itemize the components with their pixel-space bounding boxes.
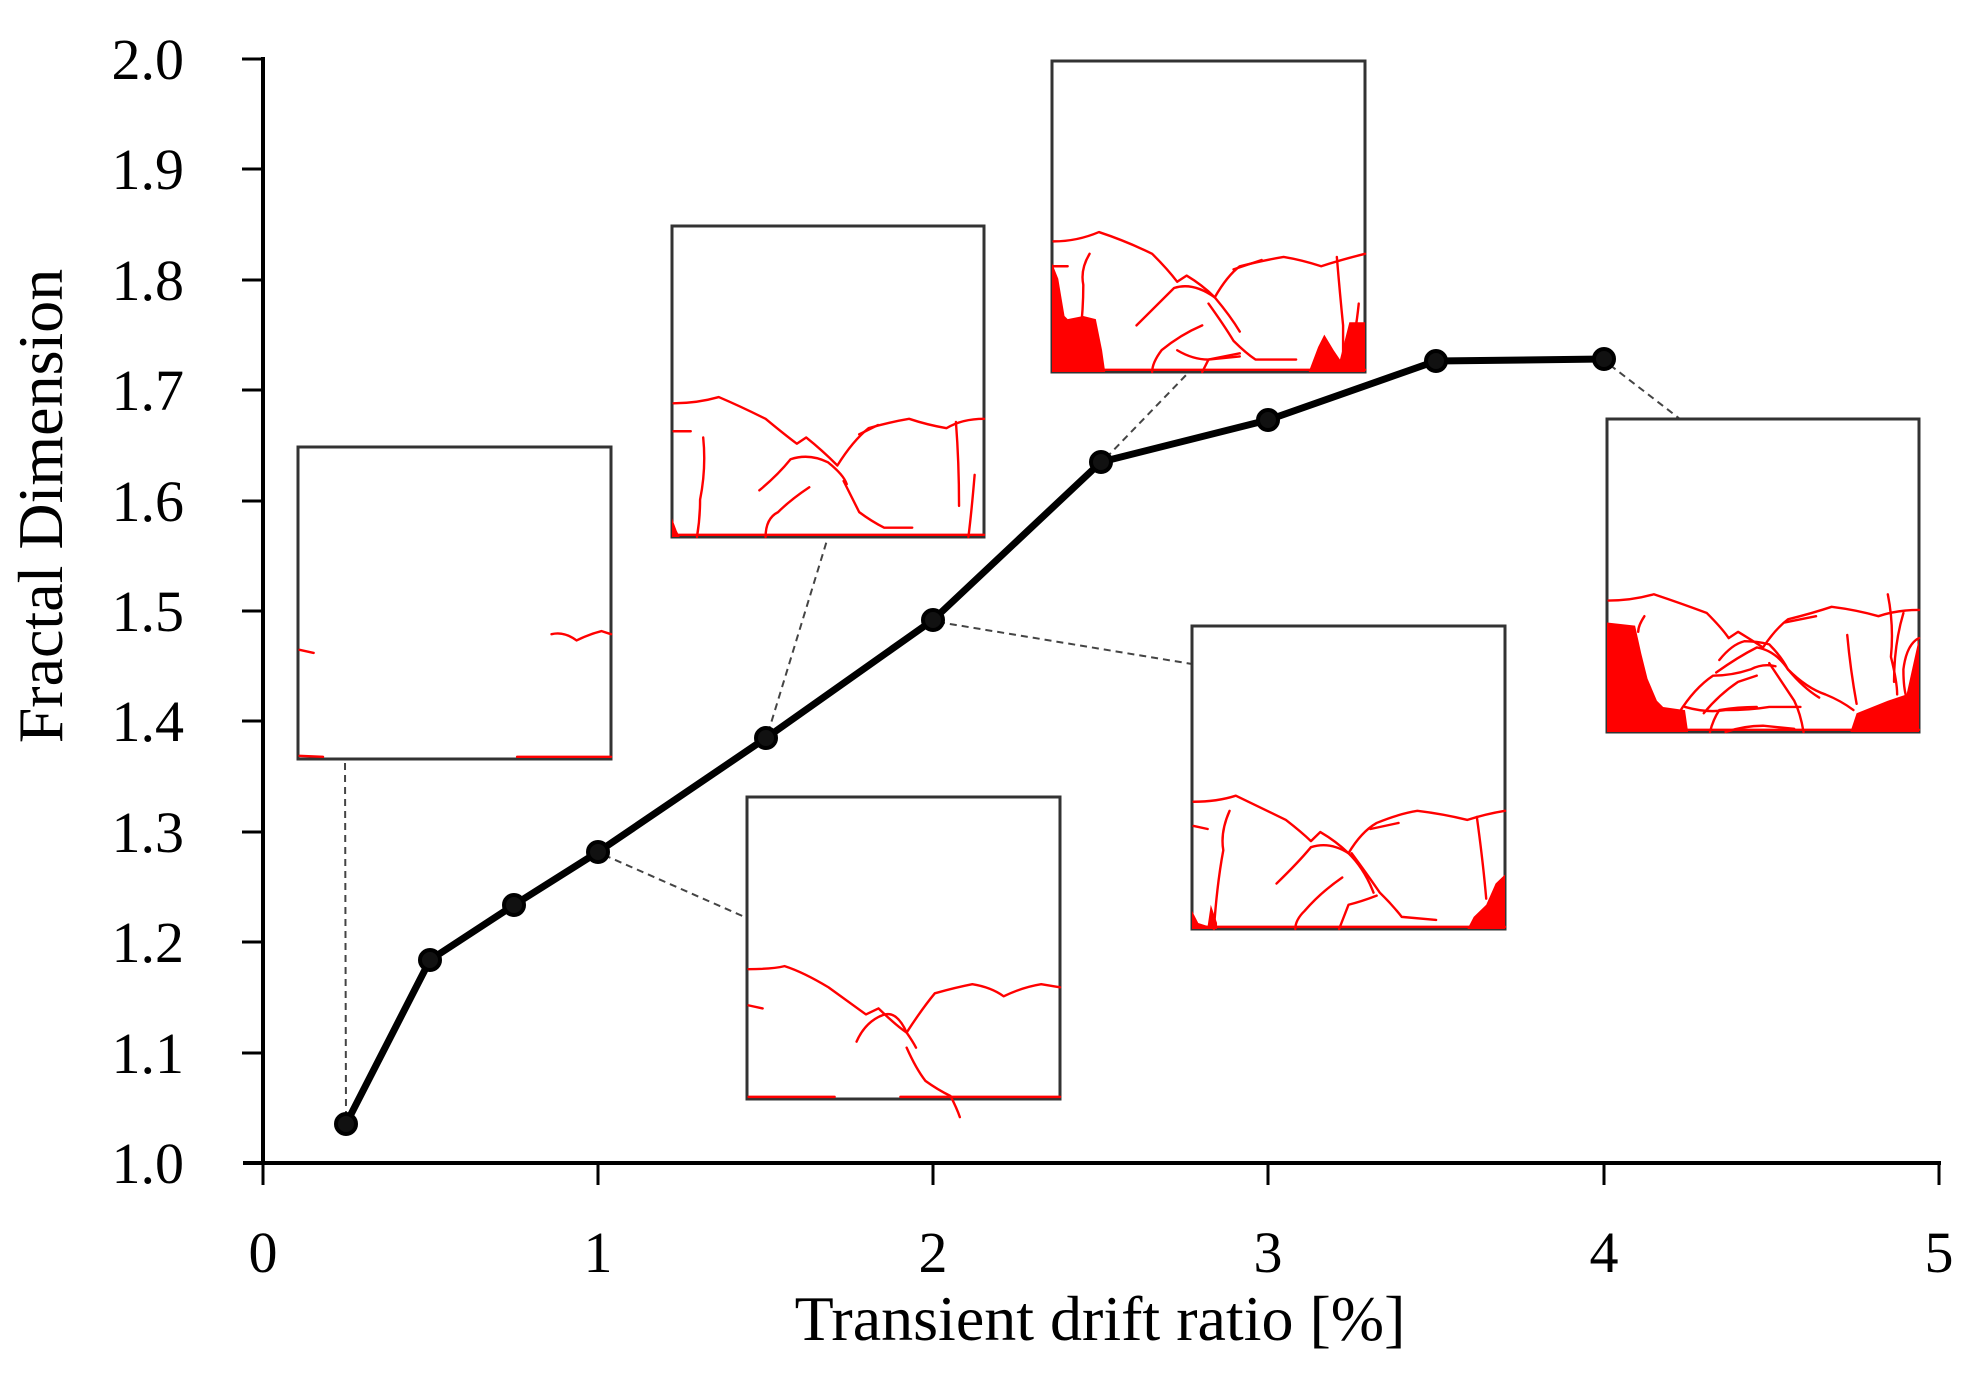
y-ticks: [242, 57, 263, 1055]
x-tick-label: 2: [919, 1220, 948, 1285]
data-point[interactable]: [1089, 450, 1113, 474]
inset-crack-map-2.5: [1052, 61, 1365, 372]
y-axis-title: Fractal Dimension: [5, 269, 76, 744]
y-tick-label: 1.3: [112, 800, 185, 865]
inset-crack-map-1.5: [672, 226, 984, 537]
x-tick-label: 5: [1925, 1220, 1954, 1285]
y-tick-label: 1.1: [112, 1021, 185, 1086]
leader-line-1.0: [603, 854, 748, 919]
y-tick-label: 1.8: [112, 248, 185, 313]
data-point[interactable]: [334, 1112, 358, 1136]
x-tick-label: 0: [249, 1220, 278, 1285]
inset-crack-map-2.0: [1192, 626, 1505, 929]
data-markers: [334, 347, 1616, 1136]
leader-line-4.0: [1609, 364, 1681, 420]
y-tick-label: 1.6: [112, 469, 185, 534]
leader-line-0.25: [344, 758, 347, 1119]
y-tick-label: 1.9: [112, 137, 185, 202]
inset-crack-map-4.0: [1607, 419, 1919, 732]
axes: [242, 57, 1941, 1185]
x-tick-label: 1: [584, 1220, 613, 1285]
inset-crack-map-1.0: [747, 797, 1060, 1117]
y-tick-label: 1.7: [112, 358, 185, 423]
data-point[interactable]: [502, 893, 526, 917]
data-point[interactable]: [586, 840, 610, 864]
y-tick-label: 1.2: [112, 910, 185, 975]
data-point[interactable]: [418, 948, 442, 972]
data-point[interactable]: [754, 726, 778, 750]
leader-line-2.5: [1105, 371, 1190, 459]
y-tick-labels: 1.0 1.1 1.2 1.3 1.4 1.5 1.6 1.7 1.8 1.9 …: [112, 27, 185, 1196]
x-ticks: [261, 1163, 1941, 1185]
y-tick-label: 2.0: [112, 27, 185, 92]
fractal-dimension-line: [342, 355, 1605, 1126]
leader-line-2.0: [937, 621, 1193, 665]
x-axis-title: Transient drift ratio [%]: [795, 1283, 1406, 1354]
leader-line-1.5: [767, 536, 829, 734]
data-point[interactable]: [1424, 349, 1448, 373]
data-point[interactable]: [1256, 408, 1280, 432]
y-tick-label: 1.4: [112, 689, 185, 754]
x-tick-label: 4: [1590, 1220, 1619, 1285]
inset-crack-map-0.25: [298, 447, 611, 759]
x-tick-label: 3: [1254, 1220, 1283, 1285]
data-point[interactable]: [1592, 347, 1616, 371]
x-tick-labels: 0 1 2 3 4 5: [249, 1220, 1954, 1285]
y-tick-label: 1.0: [112, 1131, 185, 1196]
y-tick-label: 1.5: [112, 579, 185, 644]
leader-lines: [344, 364, 1681, 1119]
data-point[interactable]: [921, 608, 945, 632]
